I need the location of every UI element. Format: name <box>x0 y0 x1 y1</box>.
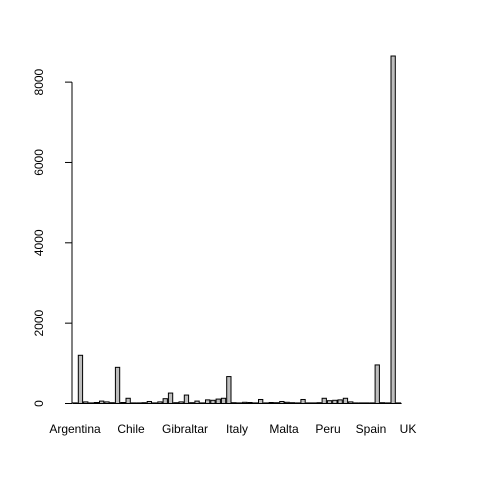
x-labels-group: Argentina Chile Gibraltar Italy Malta Peru Spa… <box>49 422 416 436</box>
x-tick-label: Spain <box>356 422 387 436</box>
y-tick-label: 8000 <box>32 68 46 95</box>
x-tick-label: Gibraltar <box>162 422 208 436</box>
bar <box>374 364 380 404</box>
y-tick-label: 6000 <box>32 149 46 176</box>
x-tick-label: Chile <box>117 422 145 436</box>
x-tick-label: UK <box>400 422 417 436</box>
y-ticks-group: 0 2000 4000 6000 8000 <box>32 68 72 407</box>
bar <box>337 399 343 405</box>
bar <box>167 392 174 404</box>
x-tick-label: Malta <box>269 422 299 436</box>
x-tick-label: Peru <box>315 422 340 436</box>
y-tick-label: 2000 <box>32 309 46 336</box>
bars-group <box>72 55 402 405</box>
x-tick-label: Argentina <box>49 422 101 436</box>
x-tick-label: Italy <box>226 422 248 436</box>
bar <box>342 397 349 404</box>
bar <box>125 397 131 404</box>
bar <box>205 399 211 405</box>
bar <box>215 398 221 404</box>
bar <box>300 398 306 405</box>
bar <box>390 55 396 404</box>
bar <box>321 397 327 404</box>
y-tick-label: 0 <box>32 400 46 407</box>
bar <box>114 366 121 404</box>
bar <box>162 398 168 404</box>
bar <box>77 354 84 405</box>
bar <box>258 398 264 405</box>
y-tick-label: 4000 <box>32 229 46 256</box>
bar <box>226 376 232 404</box>
bar <box>220 397 227 404</box>
bar <box>183 394 190 404</box>
